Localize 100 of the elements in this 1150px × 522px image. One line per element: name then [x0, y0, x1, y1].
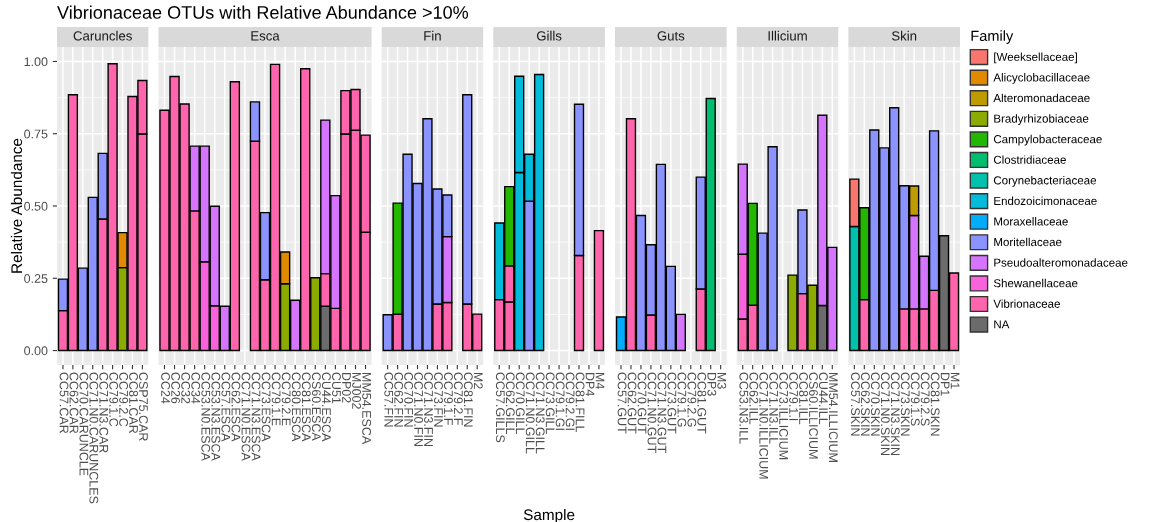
x-tick-label: CC81.FIN [463, 372, 473, 427]
x-tick-label: CC70.CARUNCLE [79, 372, 89, 476]
legend-label: Moritellaceae [994, 237, 1062, 247]
x-tick-label: CC62.ESCA [231, 372, 241, 442]
x-tick-label: M1 [950, 372, 960, 389]
legend-label: Endozoicimonaceae [994, 196, 1097, 205]
x-tick-label: CC79.2.E [281, 372, 291, 426]
legend-label: Clostridiaceae [993, 155, 1066, 164]
legend-label: Vibrionaceae [993, 299, 1060, 308]
x-tick-label: DP3 [707, 372, 717, 396]
x-tick-label: CC81.ESCA [301, 372, 311, 442]
x-tick-label: CC80.ESCA [291, 372, 301, 442]
x-tick-label: CC62.ILL [749, 372, 759, 425]
x-tick-label: CC62.SKIN [860, 372, 870, 436]
x-tick-label: CC79.1.C [109, 372, 119, 427]
x-tick-label: CC79.1.F [443, 372, 453, 425]
legend-label: Corynebacteriaceae [993, 175, 1097, 187]
legend-label: Shewanellaceae [993, 278, 1078, 288]
legend-label: Pseudoalteromonadaceae [994, 258, 1128, 267]
x-tick-label: CC70.GUT [637, 372, 647, 434]
x-tick-label: DP4 [585, 372, 595, 396]
chart-subtitle: Caruncles [73, 30, 132, 41]
chart-subtitle: Illicium [768, 30, 807, 41]
x-tick-label: M4 [595, 372, 605, 389]
x-tick-label: CC71.N3.FIN [424, 372, 433, 446]
x-tick-label: CC24 [161, 372, 170, 404]
chart-subtitle: Guts [657, 31, 685, 41]
x-tick-label: M3 [717, 372, 727, 389]
x-tick-label: M2 [473, 372, 483, 389]
x-tick-label: CU44.ILL [818, 372, 828, 425]
x-tick-label: CC79.2.GI [565, 372, 575, 430]
x-tick-label: CC71.N0.ESCA [241, 372, 251, 461]
x-tick-label: CC57.FIN [384, 372, 394, 427]
x-tick-label: CC81.FILL [575, 372, 585, 432]
x-tick-label: CC57.SKIN [850, 372, 860, 436]
x-tick-label: CC79.1.GI [555, 372, 565, 430]
x-tick-label: CC73.ESCA [261, 372, 271, 442]
chart-subtitle: Skin [891, 30, 917, 41]
legend-label: Bradyrhizobiaceae [994, 114, 1089, 125]
x-tick-label: DP1 [940, 372, 950, 396]
x-tick-label: CC79.2.C [119, 372, 129, 427]
x-tick-label: CC73.FIN [434, 372, 443, 427]
y-axis-title: Relative Abundance [10, 138, 23, 273]
y-tick-label: 0.00 [24, 346, 48, 356]
y-tick-label: 1.00 [24, 57, 48, 67]
legend-label: Alteromonadaceae [993, 93, 1090, 103]
legend-label: NA [994, 320, 1010, 329]
x-tick-label: DP02 [342, 372, 351, 403]
x-tick-label: CC79.2.F [453, 372, 463, 425]
y-tick-label: 0.50 [24, 201, 48, 211]
x-tick-label: CC71.N0.FIN [414, 372, 423, 446]
x-tick-label: CC70.SKIN [870, 372, 880, 436]
x-tick-label: CC79.1.S [910, 372, 920, 426]
x-tick-label: CC71.N3.CAR [99, 372, 109, 453]
x-tick-label: CC73.GILL [545, 372, 555, 435]
x-tick-label: CC71.N3.GILL [535, 372, 545, 454]
x-tick-label: CC79.2.G [687, 372, 697, 427]
x-tick-label: CS60.ILLICIUM [809, 372, 818, 459]
x-tick-label: CC71.N0.ILLICIUM [759, 372, 769, 479]
x-tick-label: CC73.SKIN [900, 372, 910, 436]
legend-label: Alicyclobacillaceae [993, 73, 1090, 84]
x-tick-label: CC62.FIN [394, 372, 404, 427]
x-tick-label: CC79.1.E [271, 372, 281, 426]
x-tick-label: CC32 [181, 372, 191, 404]
x-tick-label: CC71.N3.ILL [769, 372, 779, 444]
x-tick-label: CC57.ESCA [221, 372, 231, 442]
x-tick-label: CC79.1.G [677, 372, 687, 427]
x-tick-label: CC73.GUT [667, 372, 677, 434]
y-tick-label: 0.75 [24, 129, 48, 139]
x-tick-label: CC81.CAR [129, 372, 138, 434]
x-tick-label: CC53.N3.ILL [739, 372, 749, 444]
x-tick-label: CC62.GILL [505, 372, 515, 435]
x-tick-label: CC81.GUT [697, 372, 707, 434]
x-tick-label: CC57.GILLS [495, 372, 505, 443]
x-tick-label: CC71.N0.SKIN [880, 372, 890, 455]
x-tick-label: CC71.N3.ESCA [251, 372, 261, 461]
x-tick-label: CC62.GUT [627, 372, 637, 434]
x-tick-label: CC71.N0.GUT [647, 372, 657, 453]
chart-subtitle: Gills [536, 30, 562, 41]
x-tick-label: CC71.N3.SKIN [890, 372, 900, 455]
x-tick-label: CC79.1.I [789, 372, 798, 421]
x-tick-label: CC71.N3.GUT [657, 372, 667, 453]
x-tick-label: CC79.2.S [920, 372, 930, 426]
x-tick-label: CC53.N3.ESCA [211, 372, 221, 461]
x-tick-label: CC57.GUT [617, 372, 627, 434]
x-tick-label: CU51 [332, 372, 341, 404]
x-tick-label: CC73.ILLICIUM [779, 372, 789, 460]
x-tick-label: MM54.ILLICIUM [828, 372, 838, 462]
x-tick-label: CC34 [191, 372, 201, 404]
x-tick-label: CS60.ESCA [311, 372, 321, 441]
x-tick-label: MJ002 [352, 372, 361, 409]
x-tick-label: CC81.ILL [799, 372, 808, 425]
x-tick-label: CC62.CAR [69, 372, 79, 434]
x-tick-label: MM54.ESCA [362, 372, 372, 445]
x-tick-label: CC71.N0.CARUNCLES [89, 372, 99, 504]
x-tick-label: CC71.N0.GILL [525, 372, 535, 454]
legend-label: [Weeksellaceae] [994, 52, 1077, 64]
x-tick-label: CC53.N0.ESCA [201, 372, 211, 461]
legend-label: Moraxellaceae [994, 217, 1068, 226]
text: Vibrionaceae OTUs with Relative Abundance >10% [57, 5, 469, 19]
